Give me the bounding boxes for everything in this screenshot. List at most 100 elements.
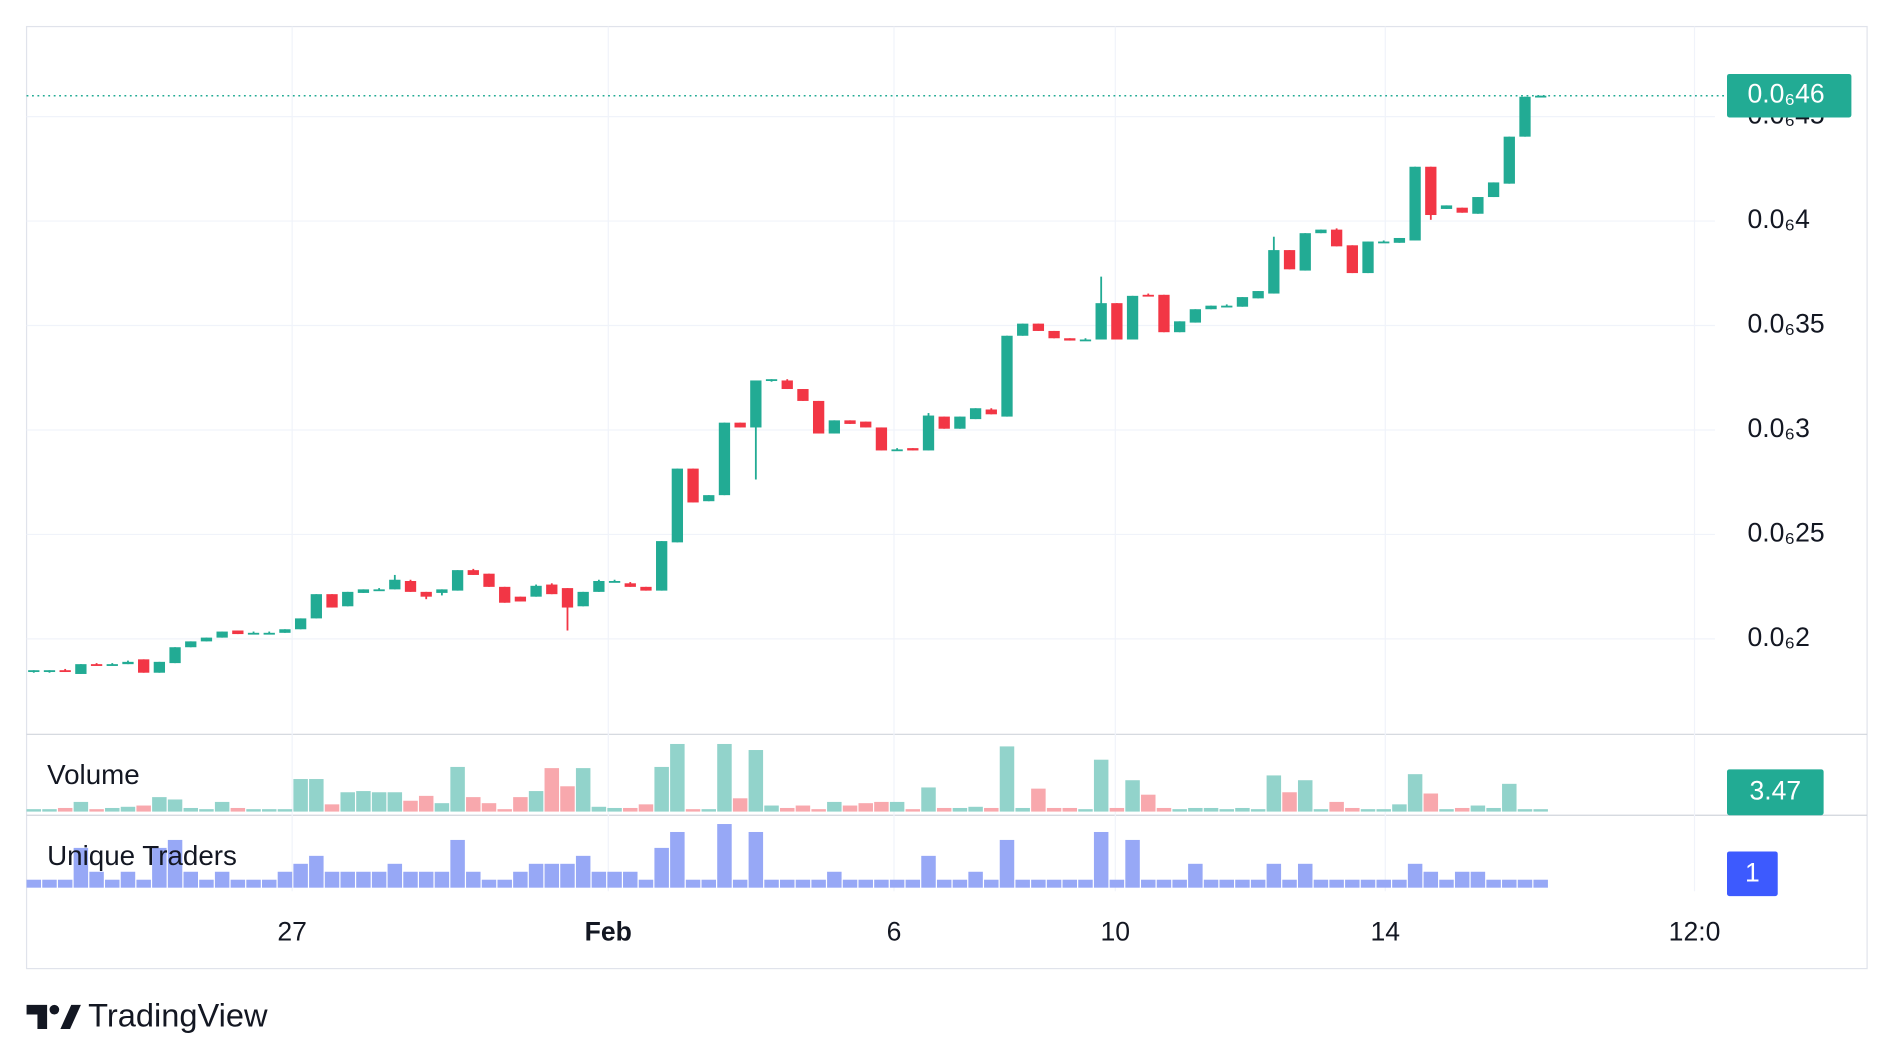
candle-body [1048,330,1060,339]
traders-bar [309,855,324,888]
candle-body [247,632,260,635]
volume-bar [779,807,795,812]
volume-bar [261,809,277,812]
candle-body [1189,309,1202,323]
candle-body [169,647,181,664]
traders-bar [1046,879,1062,888]
volume-bar [1517,809,1533,812]
volume-bar [1502,783,1517,812]
candle-body [467,570,479,575]
traders-bar [387,863,403,888]
volume-last-label: 3.47 [1749,775,1801,805]
candle-body [891,449,903,452]
traders-bar [1141,879,1156,888]
volume-bar [607,807,622,812]
y-tick-label: 0.0₆25 [1748,517,1825,547]
candle-body [1503,136,1515,184]
volume-bar [795,805,811,812]
traders-bar [685,879,701,888]
traders-bar [874,879,889,888]
traders-bar [324,871,340,888]
candle-body [106,664,118,666]
candle-body [263,632,275,635]
candle-body [420,591,432,597]
volume-bar [999,746,1015,812]
traders-bar [827,871,842,888]
candle-body [1283,250,1296,270]
candle-body [1142,294,1154,297]
volume-bar [1156,807,1172,812]
candle-body [985,409,997,415]
traders-bar [560,863,575,888]
volume-bar [827,801,842,812]
candle-body [1174,321,1186,333]
traders-bar [1297,863,1313,888]
volume-bar [1015,807,1030,812]
y-tick-label: 0.0₆2 [1748,622,1810,652]
traders-bar [968,871,983,888]
volume-bar [1533,809,1548,812]
candle-body [483,573,495,587]
traders-bar [277,871,293,888]
traders-bar [607,871,622,888]
volume-bar [1470,805,1486,812]
candle-body [279,629,291,633]
brand-name: TradingView [88,997,268,1034]
volume-bar [1297,780,1313,812]
traders-bar [748,831,764,888]
volume-bar [513,797,528,812]
volume-bar [858,803,873,812]
volume-bar [874,801,889,812]
traders-bar [575,855,591,888]
traders-bar [1502,879,1517,888]
volume-bar [1078,809,1093,812]
traders-bar [528,863,544,888]
volume-bar [1172,809,1187,812]
candle-body [232,630,244,635]
volume-bar [732,798,748,812]
volume-bar [1219,809,1234,812]
candle-body [1378,241,1390,244]
traders-bar [1486,879,1501,888]
volume-bar [387,792,403,812]
candle-body [436,589,448,593]
volume-bar [246,809,261,812]
volume-bar [575,768,591,812]
volume-bar [685,809,701,812]
volume-bar [418,795,434,812]
volume-bar [1329,801,1344,812]
candle-body [1236,297,1249,307]
candle-body [357,589,370,593]
candle-body [310,594,322,619]
candle-body [499,586,511,603]
traders-bar [638,879,654,888]
volume-bar [701,809,716,812]
traders-bar [811,879,826,888]
candle-body [1205,305,1217,310]
candle-body [122,661,134,665]
traders-bar [623,871,638,888]
volume-bar [1486,807,1501,812]
candle-body [687,468,699,503]
traders-bar [984,879,999,888]
grid [26,26,1715,892]
volume-bar [293,779,308,812]
traders-bar [434,871,450,888]
traders-bar [199,879,214,888]
volume-bar [1062,807,1078,812]
volume-bar [560,786,575,812]
volume-bar [1203,807,1219,812]
traders-last-label: 1 [1745,857,1760,887]
traders-bar [1392,879,1407,888]
traders-bar [1407,863,1423,888]
x-tick-label: 6 [887,917,902,947]
candle-body [1079,339,1092,342]
x-tick-label: 10 [1101,917,1131,947]
candle-body [75,664,87,674]
volume-bar [1345,807,1360,812]
candle-body [844,420,856,424]
volume-bar [105,807,120,812]
volume-bar [670,743,685,812]
volume-bar [214,801,230,812]
